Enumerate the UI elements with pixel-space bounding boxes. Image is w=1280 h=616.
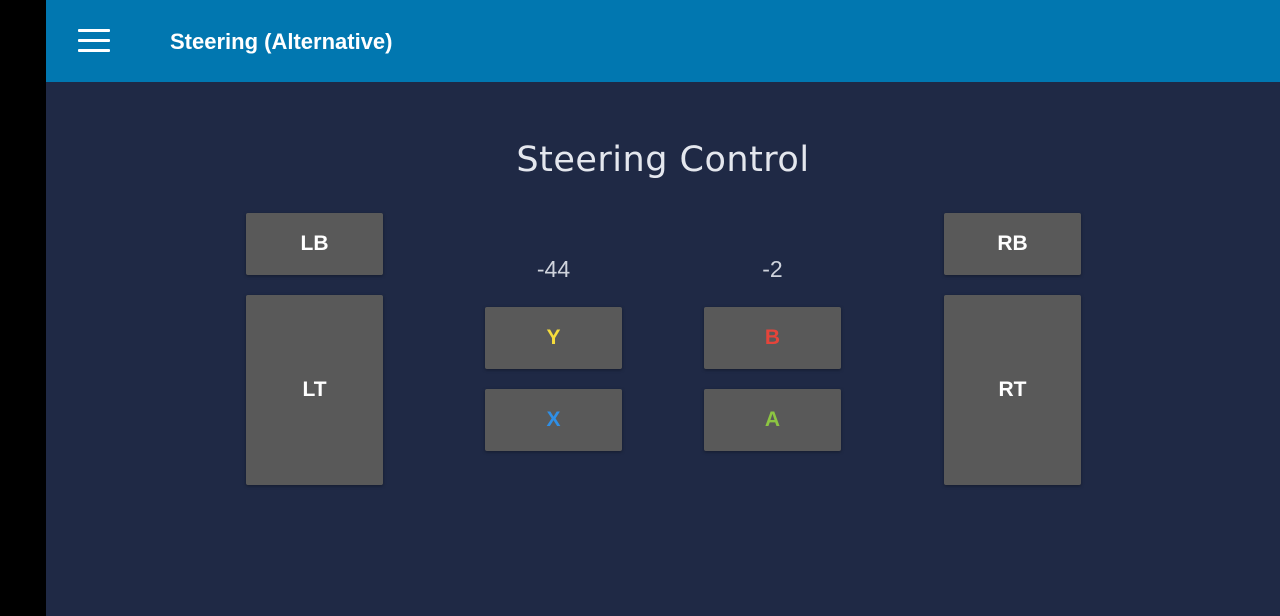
menu-line: [78, 39, 110, 42]
b-button[interactable]: B: [704, 307, 841, 369]
rt-button[interactable]: RT: [944, 295, 1081, 485]
app-bar: Steering (Alternative): [46, 0, 1280, 82]
lt-button[interactable]: LT: [246, 295, 383, 485]
page-heading: Steering Control: [516, 140, 810, 180]
lt-button-label: LT: [302, 378, 327, 401]
a-button-label: A: [764, 408, 781, 431]
b-button-label: B: [764, 326, 781, 349]
app-title: Steering (Alternative): [170, 29, 393, 54]
right-steering-value: -2: [762, 256, 783, 282]
left-steering-value: -44: [536, 256, 571, 282]
x-button-label: X: [546, 408, 561, 431]
rb-button-label: RB: [997, 232, 1028, 255]
menu-line: [78, 49, 110, 52]
menu-line: [78, 29, 110, 32]
y-button-label: Y: [546, 326, 561, 349]
a-button[interactable]: A: [704, 389, 841, 451]
lb-button-label: LB: [300, 232, 329, 255]
app-screen: Steering (Alternative) Steering Control …: [46, 0, 1280, 616]
x-button[interactable]: X: [485, 389, 622, 451]
hamburger-menu-icon[interactable]: [70, 21, 118, 61]
y-button[interactable]: Y: [485, 307, 622, 369]
rb-button[interactable]: RB: [944, 213, 1081, 275]
lb-button[interactable]: LB: [246, 213, 383, 275]
rt-button-label: RT: [998, 378, 1027, 401]
